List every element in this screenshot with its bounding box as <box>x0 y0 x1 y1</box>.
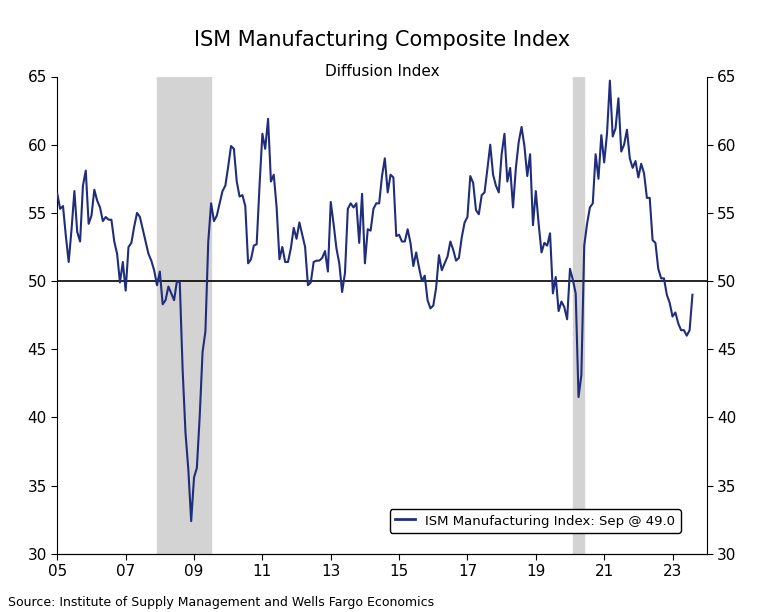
Legend: ISM Manufacturing Index: Sep @ 49.0: ISM Manufacturing Index: Sep @ 49.0 <box>390 509 681 533</box>
Text: Diffusion Index: Diffusion Index <box>325 64 439 80</box>
Bar <box>157 76 211 554</box>
Text: Source: Institute of Supply Management and Wells Fargo Economics: Source: Institute of Supply Management a… <box>8 596 434 609</box>
Bar <box>573 76 584 554</box>
Title: ISM Manufacturing Composite Index: ISM Manufacturing Composite Index <box>194 30 570 50</box>
